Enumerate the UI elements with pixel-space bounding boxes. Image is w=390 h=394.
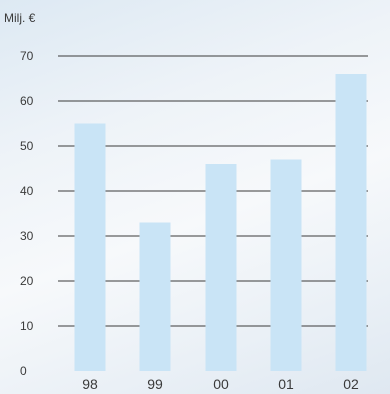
y-tick-label: 50 [20,139,34,153]
bar-99 [139,222,171,371]
unit-label: Milj. € [4,11,36,25]
bar-98 [74,123,106,371]
y-tick-label: 60 [20,94,34,108]
bars [74,74,367,371]
y-tick-label: 40 [20,184,34,198]
y-tick-label: 0 [20,364,27,378]
x-tick-label: 98 [82,376,98,392]
bar-00 [205,164,237,371]
bar-02 [335,74,367,371]
y-tick-label: 30 [20,229,34,243]
y-axis-ticks: 0 10 20 30 40 50 60 70 [20,49,34,378]
y-tick-label: 20 [20,274,34,288]
y-tick-label: 70 [20,49,34,63]
x-axis-ticks: 98 99 00 01 02 [82,376,359,392]
y-tick-label: 10 [20,319,34,333]
x-tick-label: 01 [278,376,294,392]
x-tick-label: 00 [213,376,229,392]
x-tick-label: 99 [147,376,163,392]
x-tick-label: 02 [343,376,359,392]
bar-01 [270,159,302,371]
